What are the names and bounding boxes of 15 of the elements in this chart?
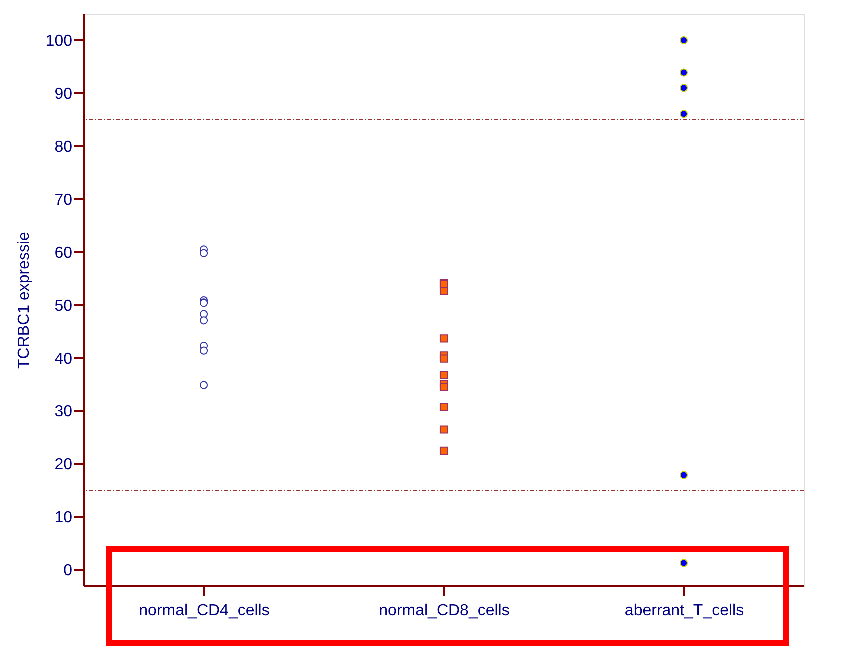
y-tick-label: 100 — [46, 32, 73, 50]
x-tick-label: normal_CD4_cells — [139, 602, 270, 620]
y-tick-label: 70 — [54, 192, 73, 209]
y-tick-label: 40 — [54, 350, 73, 368]
y-tick-label: 10 — [54, 510, 73, 527]
x-tick-label: normal_CD8_cells — [379, 602, 510, 620]
y-tick-label: 80 — [54, 138, 73, 156]
y-tick-label: 20 — [54, 456, 73, 474]
y-tick-label: 90 — [54, 86, 73, 103]
x-tick-label: aberrant_T_cells — [624, 602, 744, 620]
y-axis-title: TCRBC1 expressie — [16, 232, 33, 369]
y-tick-label: 50 — [54, 298, 73, 315]
y-tick-label: 0 — [64, 562, 73, 580]
y-tick-label: 60 — [54, 244, 73, 262]
y-tick-label: 30 — [54, 404, 73, 421]
